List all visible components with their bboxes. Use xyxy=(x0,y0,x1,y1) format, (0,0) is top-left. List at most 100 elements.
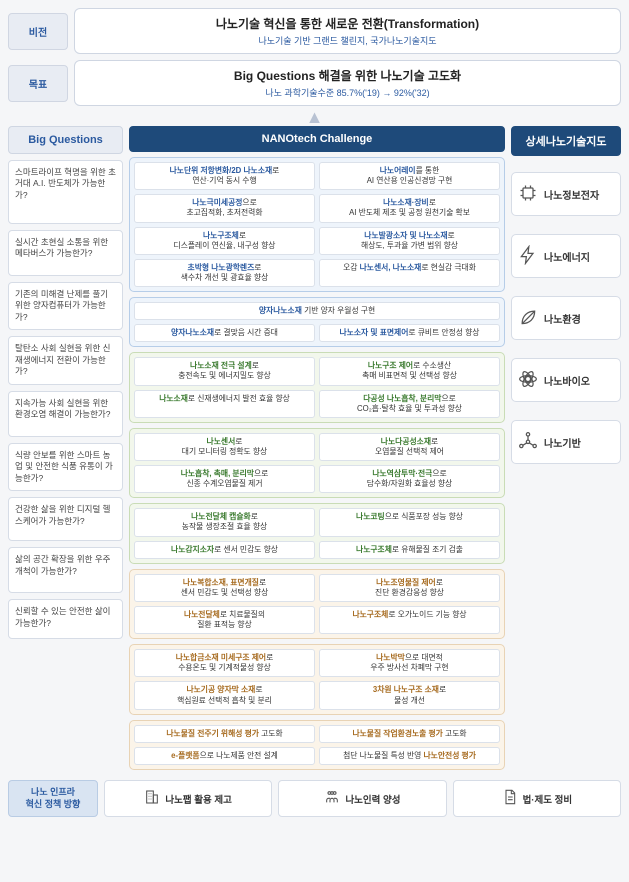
challenge-group: 나노센서로대기 모니터링 정확도 향상나노다공성소재로오염물질 선택적 제어나노… xyxy=(129,428,505,499)
bolt-icon xyxy=(518,245,538,268)
challenge-cell: 양자나노소재 기반 양자 우월성 구현 xyxy=(134,302,500,320)
category-card: 나노기반 xyxy=(511,420,621,464)
challenge-cell: 나노센서로대기 모니터링 정확도 향상 xyxy=(134,433,315,461)
bottom-item: 나노인력 양성 xyxy=(278,780,446,817)
challenge-cell: 나노발광소자 및 나노소재로해상도, 투과율 가변 범위 향상 xyxy=(319,227,500,255)
category-label: 나노정보전자 xyxy=(544,187,599,202)
category-card: 나노정보전자 xyxy=(511,172,621,216)
challenge-row: 나노소재 전극 설계로충전속도 및 에너지밀도 향상나노구조 제어로 수소생산촉… xyxy=(134,357,500,385)
challenge-cell: 나노구조체로디스플레이 연신율, 내구성 향상 xyxy=(134,227,315,255)
bottom-lead: 나노 인프라혁신 정책 방향 xyxy=(8,780,98,817)
challenge-cell: 초박형 나노광학렌즈로색수차 개선 및 광효율 향상 xyxy=(134,259,315,287)
challenge-group: 나노전달체 캡슐화로농작물 생장조절 효율 향상나노코팅으로 식품포장 성능 향… xyxy=(129,503,505,563)
challenge-row: 나노소재로 신재생에너지 발전 효율 향상다공성 나노흡착, 분리막으로CO₂흡… xyxy=(134,390,500,418)
challenge-group: 나노단위 저항변화/2D 나노소재로연산·기억 동시 수행나노어레이를 통한AI… xyxy=(129,157,505,292)
challenge-cell: 나노복합소재, 표면개질로센서 민감도 및 선택성 향상 xyxy=(134,574,315,602)
goal-sub: 나노 과학기술수준 85.7%('19) → 92%('32) xyxy=(83,86,612,99)
challenge-row: 나노복합소재, 표면개질로센서 민감도 및 선택성 향상나노조영물질 제어로진단… xyxy=(134,574,500,602)
challenge-cell: 첨단 나노물질 특성 반영 나노안전성 평가 xyxy=(319,747,500,765)
challenge-row: 나노단위 저항변화/2D 나노소재로연산·기억 동시 수행나노어레이를 통한AI… xyxy=(134,162,500,190)
challenge-cell: 나노기공 양자막 소재로핵심원료 선택적 흡착 및 분리 xyxy=(134,681,315,709)
category-label: 나노바이오 xyxy=(544,373,590,388)
goal-main: Big Questions 해결을 위한 나노기술 고도화 나노 과학기술수준 … xyxy=(74,60,621,106)
columns: Big Questions 스마트라이프 혁명을 위한 초거대 A.I. 반도체… xyxy=(8,126,621,770)
challenge-cell: 나노구조 제어로 수소생산촉매 비표면적 및 선택성 향상 xyxy=(319,357,500,385)
question-card: 지속가능 사회 실현을 위한 환경오염 해결이 가능한가? xyxy=(8,391,123,437)
challenge-row: 나노합금소재 미세구조 제어로수용온도 및 기계적물성 향상나노박막으로 대면적… xyxy=(134,649,500,677)
vision-label: 비전 xyxy=(8,13,68,50)
challenge-cell: 나노흡착, 촉매, 분리막으로신종 수계오염물질 제거 xyxy=(134,465,315,493)
challenge-cell: 나노역삼투막·전극으로담수화/자원화 효율성 향상 xyxy=(319,465,500,493)
challenge-row: 초박형 나노광학렌즈로색수차 개선 및 광효율 향상오감 나노센서, 나노소재로… xyxy=(134,259,500,287)
bottom-item: 나노팹 활용 제고 xyxy=(104,780,272,817)
question-card: 탈탄소 사회 실현을 위한 신재생에너지 전환이 가능한가? xyxy=(8,336,123,384)
category-label: 나노기반 xyxy=(544,435,581,450)
challenge-row: 나노감지소자로 센서 민감도 향상나노구조체로 유해물질 조기 검출 xyxy=(134,541,500,559)
col-mid: NANOtech Challenge 나노단위 저항변화/2D 나노소재로연산·… xyxy=(129,126,505,770)
vision-title: 나노기술 혁신을 통한 새로운 전환(Transformation) xyxy=(83,15,612,32)
challenge-cell: 나노전달체로 치료물질의질환 표적능 향상 xyxy=(134,606,315,634)
challenge-row: 나노전달체로 치료물질의질환 표적능 향상나노구조체로 오가노이드 기능 향상 xyxy=(134,606,500,634)
vision-main: 나노기술 혁신을 통한 새로운 전환(Transformation) 나노기술 … xyxy=(74,8,621,54)
question-card: 건강한 삶을 위한 디지털 헬스케어가 가능한가? xyxy=(8,497,123,541)
challenge-group: 나노합금소재 미세구조 제어로수용온도 및 기계적물성 향상나노박막으로 대면적… xyxy=(129,644,505,715)
bottom-item-label: 법·제도 정비 xyxy=(523,792,573,806)
challenge-row: 나노센서로대기 모니터링 정확도 향상나노다공성소재로오염물질 선택적 제어 xyxy=(134,433,500,461)
challenge-cell: e-플랫폼으로 나노제품 안전 설계 xyxy=(134,747,315,765)
vision-row: 비전 나노기술 혁신을 통한 새로운 전환(Transformation) 나노… xyxy=(8,8,621,54)
col-right: 상세나노기술지도 나노정보전자나노에너지나노환경나노바이오나노기반 xyxy=(511,126,621,770)
question-card: 실시간 초현실 소통을 위한 메타버스가 가능한가? xyxy=(8,230,123,276)
doc-icon xyxy=(502,789,518,808)
challenge-cell: 나노박막으로 대면적우주 방사선 차폐막 구현 xyxy=(319,649,500,677)
challenge-row: 나노물질 전주기 위해성 평가 고도화나노물질 작업환경노출 평가 고도화 xyxy=(134,725,500,743)
category-card: 나노환경 xyxy=(511,296,621,340)
challenge-cell: 나노조영물질 제어로진단 환경감응성 향상 xyxy=(319,574,500,602)
challenge-cell: 나노구조체로 유해물질 조기 검출 xyxy=(319,541,500,559)
challenge-row: 나노흡착, 촉매, 분리막으로신종 수계오염물질 제거나노역삼투막·전극으로담수… xyxy=(134,465,500,493)
challenge-cell: 나노전달체 캡슐화로농작물 생장조절 효율 향상 xyxy=(134,508,315,536)
challenge-cell: 3차원 나노구조 소재로물성 개선 xyxy=(319,681,500,709)
col-head-left: Big Questions xyxy=(8,126,123,154)
question-card: 기존의 미해결 난제를 풀기 위한 양자컴퓨터가 가능한가? xyxy=(8,282,123,330)
challenge-row: 나노극미세공정으로초고집적화, 초저전력화나노소재·장비로AI 반도체 제조 및… xyxy=(134,194,500,222)
col-head-right: 상세나노기술지도 xyxy=(511,126,621,156)
challenge-cell: 오감 나노센서, 나노소재로 현실감 극대화 xyxy=(319,259,500,287)
bottom-item-label: 나노팹 활용 제고 xyxy=(165,792,231,806)
bottom-row: 나노 인프라혁신 정책 방향 나노팹 활용 제고 나노인력 양성 법·제도 정비 xyxy=(8,780,621,817)
challenge-cell: 나노구조체로 오가노이드 기능 향상 xyxy=(319,606,500,634)
category-card: 나노에너지 xyxy=(511,234,621,278)
category-label: 나노에너지 xyxy=(544,249,590,264)
challenge-cell: 나노어레이를 통한AI 연산용 인공신경망 구현 xyxy=(319,162,500,190)
challenge-row: e-플랫폼으로 나노제품 안전 설계첨단 나노물질 특성 반영 나노안전성 평가 xyxy=(134,747,500,765)
arrow-divider: ▲ xyxy=(8,112,621,122)
building-icon xyxy=(144,789,160,808)
challenge-cell: 나노물질 전주기 위해성 평가 고도화 xyxy=(134,725,315,743)
challenge-row: 나노구조체로디스플레이 연신율, 내구성 향상나노발광소자 및 나노소재로해상도… xyxy=(134,227,500,255)
bottom-item-label: 나노인력 양성 xyxy=(345,792,400,806)
question-card: 삶의 공간 확장을 위한 우주 개척이 가능한가? xyxy=(8,547,123,593)
challenge-cell: 나노소재 전극 설계로충전속도 및 에너지밀도 향상 xyxy=(134,357,315,385)
challenge-row: 나노전달체 캡슐화로농작물 생장조절 효율 향상나노코팅으로 식품포장 성능 향… xyxy=(134,508,500,536)
question-card: 신뢰할 수 있는 안전한 삶이 가능한가? xyxy=(8,599,123,639)
challenge-group: 나노소재 전극 설계로충전속도 및 에너지밀도 향상나노구조 제어로 수소생산촉… xyxy=(129,352,505,423)
question-card: 스마트라이프 혁명을 위한 초거대 A.I. 반도체가 가능한가? xyxy=(8,160,123,224)
page: 비전 나노기술 혁신을 통한 새로운 전환(Transformation) 나노… xyxy=(0,0,629,825)
challenge-group: 나노복합소재, 표면개질로센서 민감도 및 선택성 향상나노조영물질 제어로진단… xyxy=(129,569,505,640)
challenge-cell: 나노단위 저항변화/2D 나노소재로연산·기억 동시 수행 xyxy=(134,162,315,190)
question-card: 식량 안보를 위한 스마트 농업 및 안전한 식품 유통이 가능한가? xyxy=(8,443,123,491)
goal-title: Big Questions 해결을 위한 나노기술 고도화 xyxy=(83,67,612,84)
challenge-cell: 나노소자 및 표면제어로 큐비트 안정성 향상 xyxy=(319,324,500,342)
category-label: 나노환경 xyxy=(544,311,581,326)
challenge-cell: 나노소재·장비로AI 반도체 제조 및 공정 원천기술 확보 xyxy=(319,194,500,222)
bio-icon xyxy=(518,369,538,392)
category-card: 나노바이오 xyxy=(511,358,621,402)
challenge-cell: 나노물질 작업환경노출 평가 고도화 xyxy=(319,725,500,743)
challenge-cell: 나노다공성소재로오염물질 선택적 제어 xyxy=(319,433,500,461)
goal-row: 목표 Big Questions 해결을 위한 나노기술 고도화 나노 과학기술… xyxy=(8,60,621,106)
challenge-cell: 나노소재로 신재생에너지 발전 효율 향상 xyxy=(134,390,315,418)
chip-icon xyxy=(518,183,538,206)
challenge-group: 나노물질 전주기 위해성 평가 고도화나노물질 작업환경노출 평가 고도화e-플… xyxy=(129,720,505,770)
challenge-cell: 양자나노소재로 결맞음 시간 증대 xyxy=(134,324,315,342)
col-head-mid: NANOtech Challenge xyxy=(129,126,505,152)
challenge-cell: 나노감지소자로 센서 민감도 향상 xyxy=(134,541,315,559)
